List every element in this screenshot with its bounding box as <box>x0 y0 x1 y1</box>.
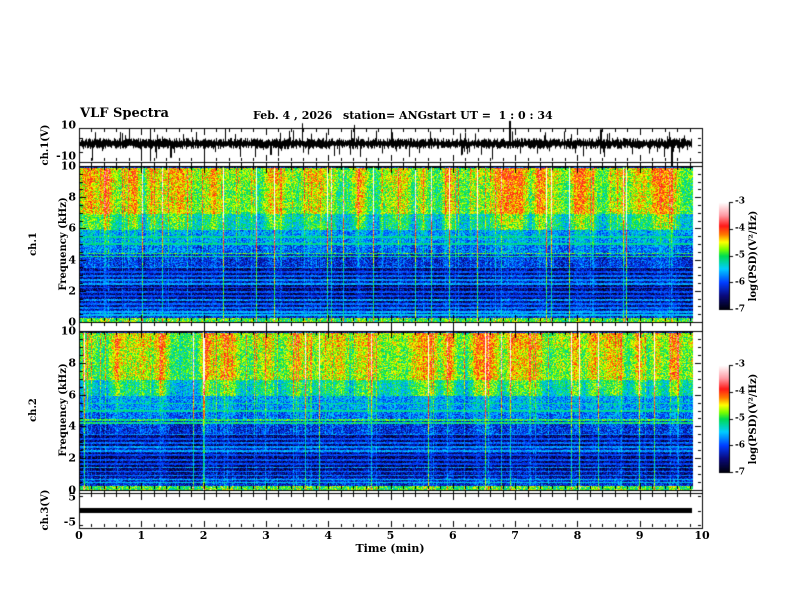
time-tick-label: 8 <box>573 529 582 542</box>
time-tick-label: 3 <box>262 529 270 542</box>
ch3-voltage-axis-label: ch.3(V) <box>40 489 51 531</box>
colorbar2-tick-label: -7 <box>735 467 745 478</box>
colorbar1-tick-label: -6 <box>735 277 745 288</box>
ch2-spec-tick-label: 4 <box>68 419 76 433</box>
ch1-spec-tick-label: 6 <box>68 221 76 235</box>
colorbar2-label: log(PSD)(V²/Hz) <box>748 373 759 465</box>
ch1-wave-tick-label: -10 <box>56 149 76 163</box>
time-tick-label: 6 <box>448 529 457 542</box>
ch2-frequency-axis-label: ch.2 Frequency (kHz) <box>9 363 89 456</box>
ch2-spec-tick-label: 10 <box>60 324 76 338</box>
time-tick-label: 1 <box>137 529 146 542</box>
colorbar2-tick-label: -6 <box>735 440 745 451</box>
colorbar1-tick-label: -4 <box>735 223 745 234</box>
ch1-spec-tick-label: 8 <box>68 190 76 204</box>
ch1-frequency-axis-label: ch.1 Frequency (kHz) <box>9 197 89 290</box>
time-tick-label: 4 <box>324 529 333 542</box>
colorbar1-tick-label: -7 <box>735 304 745 315</box>
time-tick-label: 7 <box>511 529 519 542</box>
ch2-spec-tick-label: 0 <box>68 483 76 497</box>
ch1-frequency-axis-label-line2: Frequency (kHz) <box>58 197 69 291</box>
time-tick-label: 0 <box>75 529 83 542</box>
ch1-spec-tick-label: 4 <box>68 253 76 267</box>
ch1-spec-tick-label: 10 <box>60 159 76 173</box>
colorbar2-tick-label: -4 <box>735 386 745 397</box>
header-start-ut: start UT = 1 : 0 : 34 <box>427 109 553 122</box>
ch2-spec-tick-label: 8 <box>68 356 76 370</box>
colorbar1-label: log(PSD)(V²/Hz) <box>748 210 759 302</box>
ch2-spec-tick-label: 6 <box>68 388 76 402</box>
colorbar2-tick-label: -5 <box>735 413 745 424</box>
page-title: VLF Spectra <box>80 106 169 121</box>
ch1-frequency-axis-label-line1: ch.1 <box>28 232 39 256</box>
time-tick-label: 10 <box>694 529 710 542</box>
colorbar1-tick-label: -5 <box>735 250 745 261</box>
ch1-wave-tick-label: 10 <box>60 118 76 132</box>
ch3-wave-tick-label: 5 <box>68 490 76 504</box>
header-station: station= ANG <box>343 109 428 122</box>
ch2-frequency-axis-label-line2: Frequency (kHz) <box>58 363 69 457</box>
colorbar1-tick-label: -3 <box>735 196 745 207</box>
time-tick-label: 5 <box>386 529 395 542</box>
ch2-frequency-axis-label-line1: ch.2 <box>28 398 39 422</box>
time-tick-label: 2 <box>199 529 208 542</box>
ch2-spec-tick-label: 2 <box>68 451 76 465</box>
time-axis-label: Time (min) <box>355 542 425 555</box>
ch1-spec-tick-label: 2 <box>68 284 76 298</box>
time-tick-label: 9 <box>635 529 644 542</box>
ch3-wave-tick-label: -5 <box>63 515 76 529</box>
colorbar2-tick-label: -3 <box>735 359 745 370</box>
ch1-spec-tick-label: 0 <box>68 315 76 329</box>
header-date: Feb. 4 , 2026 <box>253 109 333 122</box>
ch1-voltage-axis-label: ch.1(V) <box>40 124 51 166</box>
